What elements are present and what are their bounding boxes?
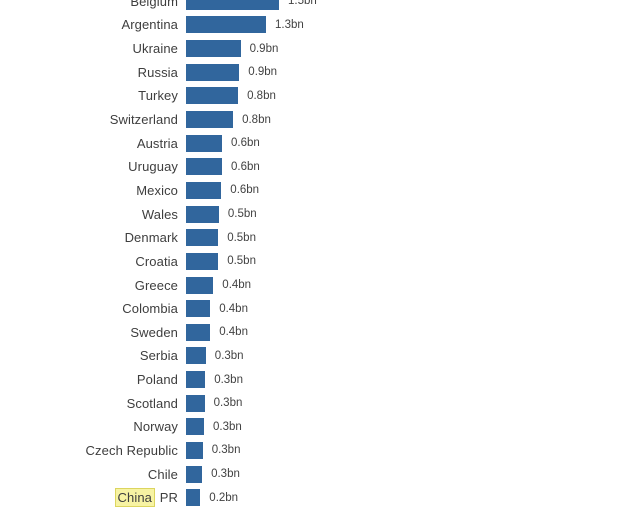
value-label: 0.4bn <box>219 326 248 339</box>
country-label: Scotland <box>126 395 178 411</box>
chart-row: Chile 0.3bn <box>0 462 317 486</box>
value-label: 0.5bn <box>227 255 256 268</box>
value-label: 0.9bn <box>248 66 278 79</box>
value-label: 0.3bn <box>214 373 243 386</box>
country-label: Croatia <box>135 253 178 269</box>
value-bar <box>186 111 234 129</box>
value-bar <box>186 0 279 10</box>
chart-row: Croatia 0.5bn <box>0 250 317 274</box>
country-label: Norway <box>133 419 178 435</box>
value-label: 0.8bn <box>242 113 271 126</box>
chart-row: Ukraine 0.9bn <box>0 37 317 61</box>
chart-row: Russia 0.9bn <box>0 60 317 84</box>
country-label: Belgium <box>130 0 178 9</box>
country-value-bar-chart: Belgium 1.5bn Argentina 1.3bn Ukraine 0.… <box>0 0 317 510</box>
country-label-suffix: PR <box>156 490 178 506</box>
country-label: Denmark <box>124 230 178 246</box>
value-label: 1.3bn <box>275 18 304 31</box>
value-bar <box>186 16 266 34</box>
country-label: Austria <box>136 135 178 151</box>
value-bar <box>186 158 222 176</box>
value-bar <box>186 63 240 81</box>
value-bar <box>186 252 219 270</box>
chart-row: China PR 0.2bn <box>0 486 317 510</box>
value-label: 0.3bn <box>213 397 243 410</box>
country-label: China PR <box>0 488 178 508</box>
value-label: 0.3bn <box>211 468 240 481</box>
value-bar <box>186 441 203 459</box>
chart-row: Austria 0.6bn <box>0 131 317 155</box>
country-label: Colombia <box>122 301 178 317</box>
country-label: Greece <box>134 277 178 293</box>
value-label: 0.4bn <box>219 302 248 315</box>
value-bar <box>186 323 211 341</box>
chart-row: Uruguay 0.6bn <box>0 155 317 179</box>
country-label: Chile <box>147 466 178 482</box>
value-label: 0.2bn <box>209 491 239 504</box>
country-label: Switzerland <box>109 112 178 128</box>
chart-row: Sweden 0.4bn <box>0 320 317 344</box>
value-label: 0.3bn <box>213 420 242 433</box>
value-label: 0.5bn <box>227 208 257 221</box>
country-label: Argentina <box>121 17 178 33</box>
value-label: 1.5bn <box>288 0 317 8</box>
value-label: 0.4bn <box>222 279 252 291</box>
value-label: 0.9bn <box>249 42 279 55</box>
value-bar <box>186 181 222 199</box>
value-label: 0.3bn <box>214 349 244 362</box>
value-label: 0.6bn <box>231 137 260 150</box>
country-label: Russia <box>137 64 178 80</box>
chart-row: Wales 0.5bn <box>0 202 317 226</box>
value-bar <box>186 300 211 318</box>
chart-row: Serbia 0.3bn <box>0 344 317 368</box>
chart-row: Scotland 0.3bn <box>0 391 317 415</box>
country-label: Sweden <box>130 324 178 340</box>
chart-row: Poland 0.3bn <box>0 368 317 392</box>
value-bar <box>186 205 219 223</box>
value-bar <box>186 489 201 507</box>
value-label: 0.3bn <box>211 444 241 457</box>
value-bar <box>186 465 203 483</box>
value-bar <box>186 276 214 294</box>
chart-row: Colombia 0.4bn <box>0 297 317 321</box>
chart-row: Belgium 1.5bn <box>0 0 317 13</box>
value-bar <box>186 134 222 152</box>
chart-row: Denmark 0.5bn <box>0 226 317 250</box>
chart-row: Switzerland 0.8bn <box>0 108 317 132</box>
value-bar <box>186 229 219 247</box>
country-label: Turkey <box>138 88 178 104</box>
value-bar <box>186 371 206 389</box>
chart-row: Norway 0.3bn <box>0 415 317 439</box>
chart-row: Czech Republic 0.3bn <box>0 439 317 463</box>
country-label: Uruguay <box>128 159 178 175</box>
country-label: Ukraine <box>132 41 178 57</box>
find-highlight: China <box>114 488 156 508</box>
value-label: 0.8bn <box>247 89 276 102</box>
country-label: Czech Republic <box>85 442 178 458</box>
chart-row: Argentina 1.3bn <box>0 13 317 37</box>
value-bar <box>186 40 241 58</box>
value-bar <box>186 418 204 436</box>
country-label: Wales <box>141 206 178 222</box>
country-label: Poland <box>136 372 178 388</box>
chart-row: Turkey 0.8bn <box>0 84 317 108</box>
value-bar <box>186 87 239 105</box>
chart-row: Greece 0.4bn <box>0 273 317 297</box>
chart-row: Mexico 0.6bn <box>0 179 317 203</box>
country-label: Mexico <box>136 182 178 198</box>
value-label: 0.6bn <box>230 184 260 197</box>
value-label: 0.6bn <box>231 160 260 173</box>
value-bar <box>186 347 206 365</box>
value-label: 0.5bn <box>227 231 256 244</box>
country-label: Serbia <box>139 348 178 364</box>
value-bar <box>186 394 205 412</box>
